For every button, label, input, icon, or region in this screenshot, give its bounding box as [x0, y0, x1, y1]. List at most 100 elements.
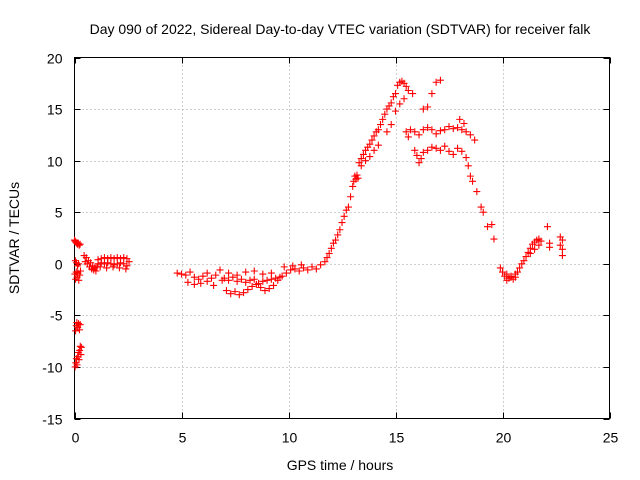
data-point	[76, 271, 84, 279]
data-point	[73, 361, 81, 369]
data-point	[199, 272, 207, 280]
data-point	[503, 276, 511, 284]
data-point	[259, 270, 267, 278]
data-point	[402, 128, 410, 136]
data-point	[77, 351, 85, 359]
data-point	[488, 221, 496, 229]
data-point	[454, 124, 462, 132]
data-point	[546, 243, 554, 251]
data-point	[436, 76, 444, 84]
data-point	[212, 271, 220, 279]
data-point	[441, 142, 449, 150]
data-point	[417, 155, 425, 163]
data-point	[462, 154, 470, 162]
data-point	[415, 159, 423, 167]
data-point	[454, 144, 462, 152]
data-point	[252, 280, 260, 288]
data-point	[72, 268, 80, 276]
data-point	[109, 263, 117, 271]
data-point	[280, 263, 288, 271]
data-point	[244, 286, 252, 294]
chart-title: Day 090 of 2022, Sidereal Day-to-day VTE…	[90, 21, 592, 37]
x-tick-label: 15	[389, 430, 405, 446]
data-point	[76, 342, 84, 350]
data-point	[368, 136, 376, 144]
data-point	[263, 276, 271, 284]
data-point	[248, 282, 256, 290]
data-point	[338, 219, 346, 227]
y-tick-label: -15	[42, 412, 62, 428]
data-point	[347, 193, 355, 201]
data-point	[100, 260, 108, 268]
axis-ticks	[74, 57, 611, 420]
data-point	[190, 273, 198, 281]
data-point	[415, 131, 423, 139]
data-point	[511, 270, 519, 278]
data-point	[113, 254, 121, 262]
data-point	[110, 255, 118, 263]
data-point	[75, 356, 83, 364]
data-point	[374, 141, 382, 149]
data-point	[404, 87, 412, 95]
data-point	[233, 271, 241, 279]
y-tick-label: 20	[47, 51, 63, 67]
data-point	[436, 127, 444, 135]
data-point	[473, 188, 481, 196]
data-point	[287, 266, 295, 274]
data-point	[225, 276, 233, 284]
data-point	[460, 120, 468, 128]
data-point	[458, 126, 466, 134]
data-point	[537, 237, 545, 245]
data-point	[321, 258, 329, 266]
data-point	[357, 155, 365, 163]
grid-lines	[74, 57, 610, 419]
data-point	[556, 241, 564, 249]
data-point	[535, 241, 543, 249]
data-point	[250, 275, 258, 283]
data-point	[76, 346, 84, 354]
data-point	[432, 130, 440, 138]
data-point	[507, 273, 515, 281]
data-point	[75, 276, 83, 284]
data-point	[445, 147, 453, 155]
data-point	[413, 151, 421, 159]
data-point	[520, 257, 528, 265]
data-point	[190, 280, 198, 288]
data-point	[100, 254, 108, 262]
data-point	[466, 172, 474, 180]
y-tick-label: 5	[55, 205, 63, 221]
data-point	[274, 276, 282, 284]
data-point	[462, 128, 470, 136]
data-point	[428, 90, 436, 98]
data-point	[428, 143, 436, 151]
data-point	[92, 267, 100, 275]
x-tick-label: 0	[72, 430, 80, 446]
data-point	[182, 271, 190, 279]
data-point	[387, 121, 395, 129]
data-point	[456, 115, 464, 123]
data-point	[267, 275, 275, 283]
data-point	[125, 258, 133, 266]
x-tick-label: 25	[603, 430, 619, 446]
data-point	[96, 263, 104, 271]
data-point	[123, 262, 131, 270]
data-point	[449, 125, 457, 133]
data-point	[261, 287, 269, 295]
x-tick-labels: 0 5 10 15 20 25	[72, 430, 619, 446]
data-point	[370, 146, 378, 154]
data-point	[411, 146, 419, 154]
data-point	[75, 260, 83, 268]
data-point	[97, 259, 105, 267]
data-point	[103, 264, 111, 272]
data-point	[449, 150, 457, 158]
y-axis-label: SDTVAR / TECUs	[6, 182, 22, 294]
data-point	[354, 174, 362, 182]
y-tick-label: 10	[47, 154, 63, 170]
data-point	[76, 240, 84, 248]
data-point	[424, 146, 432, 154]
data-point	[464, 162, 472, 170]
data-point	[115, 264, 123, 272]
plot-frame	[74, 57, 610, 419]
x-tick-label: 10	[282, 430, 298, 446]
data-point	[362, 157, 370, 165]
